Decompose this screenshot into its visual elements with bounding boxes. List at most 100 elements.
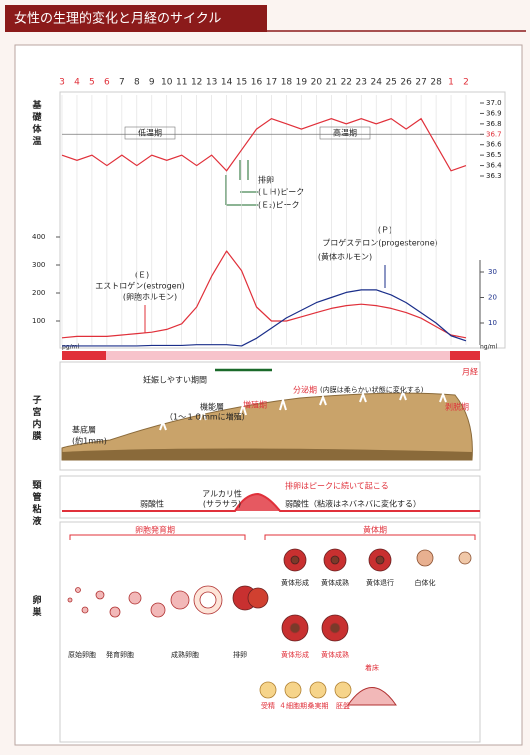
day-label: 15 [236, 78, 247, 88]
cell [290, 555, 300, 565]
annotation: (Ｅ₂)ピーク [258, 201, 299, 210]
mucus-panel [59, 475, 481, 519]
y-tick-label: 36.3 [486, 172, 502, 180]
phase-box [319, 126, 371, 140]
mucus-label: 弱酸性（粘液はネバネバに変化する） [285, 499, 421, 509]
y2-tick-label: 20 [488, 294, 497, 302]
day-label: 13 [206, 78, 217, 88]
day-label: 4 [74, 78, 80, 88]
day-label: 26 [400, 78, 412, 88]
mucus-label: (サラサラ) [203, 500, 241, 509]
endometrium-panel [59, 361, 481, 471]
day-label: 2 [463, 78, 469, 88]
y-tick-label: 36.4 [486, 162, 502, 170]
day-label: 7 [119, 78, 125, 88]
day-label: 17 [266, 78, 277, 88]
fertile-label: 妊娠しやすい期間 [143, 375, 207, 385]
y-tick-label: 100 [32, 317, 45, 325]
day-label: 25 [385, 78, 396, 88]
day-label: 1 [448, 78, 454, 88]
cell [259, 681, 277, 699]
endometrium-label: (内膜は柔らかい状態に変化する) [320, 385, 424, 394]
section-label: 子宮内膜 [31, 395, 43, 443]
day-label: 5 [89, 78, 95, 88]
day-label: 10 [161, 78, 173, 88]
day-label: 21 [326, 78, 337, 88]
mucus-label: 弱酸性 [140, 499, 164, 509]
stage-label: 原始卵胞 [68, 650, 96, 659]
endometrium-phase: 分泌期 [293, 385, 317, 395]
stage-label: 受精 [261, 701, 275, 710]
hormone-label: (黄体ホルモン) [318, 252, 372, 262]
phase-label: 低温期 [138, 128, 162, 138]
cell [95, 590, 105, 600]
section-label: 卵巣 [31, 594, 43, 619]
day-label: 19 [296, 78, 308, 88]
chart-panel [59, 91, 506, 349]
section-label: 頸管粘液 [31, 480, 43, 528]
cell [67, 597, 73, 603]
hormone-line [61, 250, 467, 339]
stage-label: 黄体形成 [281, 578, 309, 587]
hormone-label: (卵胞ホルモン) [123, 292, 177, 302]
y-tick-label: 300 [32, 261, 45, 269]
stage-label: 着床 [365, 663, 379, 672]
y-tick-label: 36.9 [486, 109, 502, 117]
phase-bracket [69, 534, 476, 540]
y2-tick-label: 10 [488, 319, 497, 327]
gland-pattern [159, 389, 447, 431]
day-label: 22 [341, 78, 352, 88]
menses-bar [62, 351, 106, 360]
day-label: 3 [59, 78, 65, 88]
cell [329, 622, 341, 634]
cell [109, 606, 121, 618]
day-label: 18 [281, 78, 293, 88]
stage-label: 白体化 [415, 578, 436, 587]
day-label: 6 [104, 78, 110, 88]
day-label: 11 [176, 78, 187, 88]
y-tick-label: 400 [32, 233, 45, 241]
ovary-panel [59, 521, 481, 743]
stage-label: 成熟卵胞 [171, 650, 199, 659]
y-tick-label: 200 [32, 289, 45, 297]
endometrium-label: （1〜１０mmに増殖） [165, 412, 250, 422]
hormone-label: (Ｐ) [378, 226, 392, 235]
cell [81, 606, 89, 614]
day-label: 28 [430, 78, 442, 88]
cell [170, 590, 190, 610]
annotation: 排卵 [258, 175, 274, 185]
cell [458, 551, 472, 565]
y2-tick-label: 30 [488, 268, 497, 276]
bbt-line [61, 117, 467, 172]
cell [247, 587, 269, 609]
endometrium-shape [61, 392, 473, 461]
cell [416, 549, 434, 567]
section-label: 基礎体温 [31, 99, 43, 148]
endometrium-phase: 増殖期 [243, 400, 267, 410]
hormone-label: エストロゲン(estrogen) [95, 281, 185, 291]
y-tick-label: 36.8 [486, 120, 502, 128]
hormone-label: プロゲステロン(progesterone) [322, 238, 438, 248]
endometrium-phase: 剥脱期 [445, 402, 469, 412]
cell [289, 622, 301, 634]
stage-label: 胚盤 [336, 701, 350, 710]
cell [334, 681, 352, 699]
stage-label: 黄体退行 [366, 578, 394, 587]
cell [199, 591, 217, 609]
phase-label: 高温期 [333, 128, 357, 138]
stage-label: 黄体成熟 [321, 578, 349, 587]
endometrium-label: 基底層 [72, 425, 96, 435]
stage-label: 黄体形成 [281, 650, 309, 659]
y-tick-label: 37.0 [486, 99, 502, 107]
day-label: 23 [356, 78, 367, 88]
y2-unit: ng/ml [480, 344, 497, 351]
cell [284, 681, 302, 699]
menses-label: 月経 [462, 367, 478, 377]
day-label: 9 [149, 78, 155, 88]
hormone-line [62, 289, 467, 347]
cell [375, 555, 385, 565]
stage-label: 排卵 [233, 650, 247, 659]
ovary-phase: 卵胞発育期 [135, 525, 175, 535]
mucus-label: 排卵はピークに続いて起こる [285, 481, 389, 491]
cell [75, 587, 81, 593]
